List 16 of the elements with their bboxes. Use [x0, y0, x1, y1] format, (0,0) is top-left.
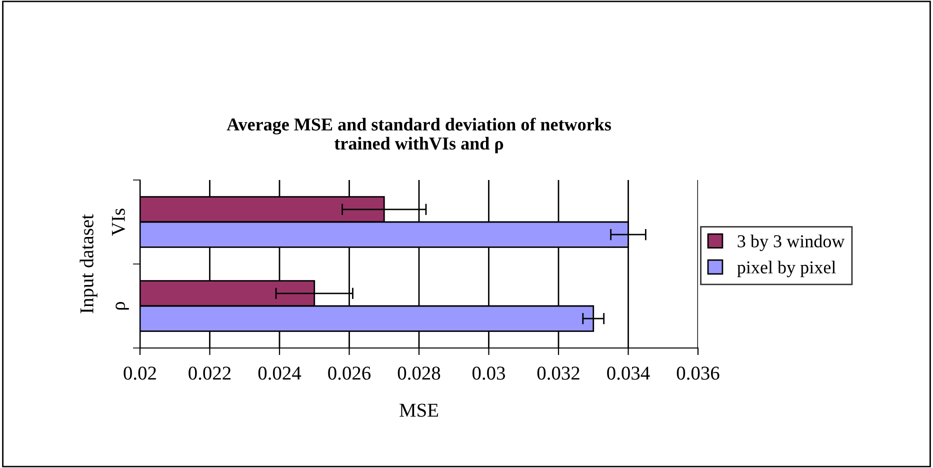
legend-label: 3 by 3 window	[738, 234, 845, 252]
y-axis-title: Input dataset	[80, 214, 98, 314]
legend-label: pixel by pixel	[737, 260, 836, 278]
x-tick-label: 0.02	[124, 366, 156, 380]
x-tick-label: 0.03	[472, 366, 506, 380]
x-tick-label: 0.032	[537, 366, 580, 380]
y-tick-label: ρ	[116, 302, 129, 310]
chart-title: Average MSE and standard deviation of networks trained withVIs and ρ	[226, 118, 611, 154]
x-tick-label: 0.028	[398, 366, 440, 380]
x-tick-label: 0.022	[188, 366, 231, 380]
x-tick-label: 0.024	[258, 366, 302, 380]
y-tick-label: VIs	[112, 208, 126, 236]
x-axis-title: MSE	[400, 404, 438, 417]
x-tick-label: 0.036	[676, 366, 720, 380]
x-tick-label: 0.026	[328, 366, 371, 380]
x-tick-label: 0.034	[607, 366, 650, 380]
